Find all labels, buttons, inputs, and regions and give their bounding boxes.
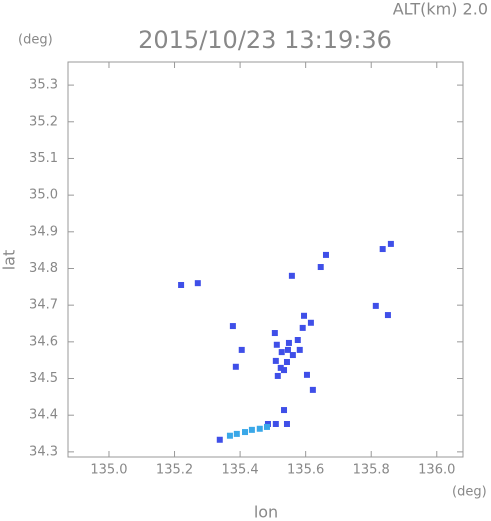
echo-cell	[256, 425, 263, 432]
echo-cell	[281, 367, 288, 374]
y-tick-label: 34.6	[29, 334, 58, 349]
echo-cell	[285, 339, 292, 346]
y-tick-label: 35.1	[29, 151, 58, 166]
echo-cell	[384, 312, 391, 319]
echo-cell	[194, 280, 201, 287]
echo-cell	[229, 323, 236, 330]
echo-cell	[216, 436, 223, 443]
echo-cell	[277, 364, 284, 371]
y-tick-label: 35.2	[29, 114, 58, 129]
y-tick-label: 34.8	[29, 261, 58, 276]
echo-cell	[294, 337, 301, 344]
echo-cell	[387, 240, 394, 247]
echo-cell	[322, 251, 329, 258]
echo-cell	[233, 430, 240, 437]
y-tick-label: 34.7	[29, 298, 58, 313]
echo-cell	[272, 357, 279, 364]
y-tick-label: 34.3	[29, 444, 58, 459]
plot-frame	[67, 61, 464, 458]
y-axis-label: lat	[0, 250, 19, 271]
x-tick-label: 135.4	[221, 463, 258, 478]
y-tick-label: 35.0	[29, 188, 58, 203]
echo-cell	[303, 371, 310, 378]
y-tick-label: 34.9	[29, 224, 58, 239]
echo-cell	[379, 246, 386, 253]
echo-cell	[289, 352, 296, 359]
echo-cell	[284, 346, 291, 353]
echo-cell	[263, 423, 270, 430]
x-tick-label: 135.0	[90, 463, 127, 478]
x-tick-label: 135.8	[353, 463, 390, 478]
x-tick-label: 136.0	[418, 463, 455, 478]
echo-cell	[281, 407, 288, 414]
x-axis-label: lon	[254, 503, 278, 521]
y-tick-label: 34.4	[29, 408, 58, 423]
x-tick-label: 135.6	[287, 463, 324, 478]
echo-cell	[299, 324, 306, 331]
echo-cell	[273, 341, 280, 348]
echo-cell	[226, 432, 233, 439]
echo-cell	[271, 330, 278, 337]
echo-cell	[272, 420, 279, 427]
chart-title: 2015/10/23 13:19:36	[138, 26, 392, 54]
echo-cell	[283, 420, 290, 427]
y-tick-label: 35.3	[29, 78, 58, 93]
echo-cell	[274, 372, 281, 379]
echo-cell	[296, 346, 303, 353]
echo-cell	[317, 264, 324, 271]
echo-cell	[238, 346, 245, 353]
echo-cell	[309, 386, 316, 393]
altitude-label: ALT(km) 2.0	[393, 0, 488, 19]
echo-cell	[307, 319, 314, 326]
echo-cell	[278, 349, 285, 356]
x-tick-label: 135.2	[156, 463, 193, 478]
echo-cell	[301, 312, 308, 319]
echo-cell	[372, 302, 379, 309]
echo-cell	[178, 281, 185, 288]
echo-cell	[242, 429, 249, 436]
echo-cell	[288, 272, 295, 279]
y-tick-label: 34.5	[29, 371, 58, 386]
x-unit: (deg)	[452, 485, 487, 500]
echo-cell	[248, 426, 255, 433]
echo-cell	[283, 359, 290, 366]
y-unit: (deg)	[18, 33, 53, 48]
echo-cell	[232, 363, 239, 370]
